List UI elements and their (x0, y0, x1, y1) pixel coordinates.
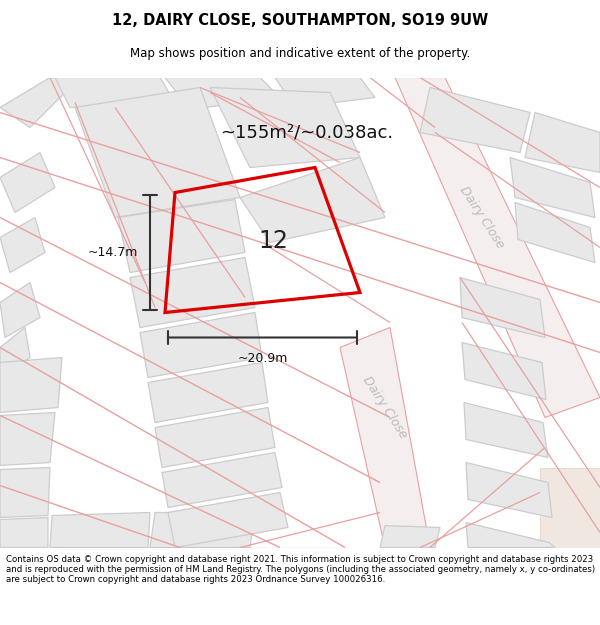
Polygon shape (210, 88, 360, 168)
Polygon shape (0, 78, 80, 128)
Polygon shape (0, 217, 45, 272)
Text: Contains OS data © Crown copyright and database right 2021. This information is : Contains OS data © Crown copyright and d… (6, 554, 595, 584)
Polygon shape (395, 78, 600, 418)
Text: Map shows position and indicative extent of the property.: Map shows position and indicative extent… (130, 48, 470, 61)
Polygon shape (148, 362, 268, 423)
Text: Dairy Close: Dairy Close (360, 374, 410, 441)
Polygon shape (240, 158, 385, 242)
Polygon shape (50, 512, 150, 548)
Polygon shape (55, 78, 175, 108)
Text: Dairy Close: Dairy Close (457, 184, 507, 251)
Polygon shape (275, 78, 375, 108)
Polygon shape (525, 112, 600, 173)
Polygon shape (380, 526, 440, 548)
Polygon shape (168, 492, 288, 548)
Text: 12, DAIRY CLOSE, SOUTHAMPTON, SO19 9UW: 12, DAIRY CLOSE, SOUTHAMPTON, SO19 9UW (112, 12, 488, 28)
Polygon shape (162, 452, 282, 508)
Polygon shape (340, 328, 430, 548)
Text: ~14.7m: ~14.7m (88, 246, 138, 259)
Polygon shape (0, 518, 48, 548)
Polygon shape (466, 522, 555, 548)
Polygon shape (462, 342, 546, 399)
Polygon shape (515, 202, 595, 262)
Polygon shape (150, 512, 255, 548)
Polygon shape (420, 88, 530, 152)
Polygon shape (0, 152, 55, 213)
Polygon shape (0, 412, 55, 466)
Polygon shape (0, 328, 30, 378)
Polygon shape (165, 78, 280, 109)
Polygon shape (0, 357, 62, 412)
Text: 12: 12 (259, 229, 289, 253)
Polygon shape (460, 278, 545, 338)
Text: ~20.9m: ~20.9m (238, 352, 287, 366)
Polygon shape (0, 282, 40, 338)
Polygon shape (466, 462, 552, 518)
Polygon shape (510, 158, 595, 218)
Text: ~155m²/~0.038ac.: ~155m²/~0.038ac. (220, 124, 393, 141)
Polygon shape (0, 468, 50, 518)
Polygon shape (140, 312, 262, 378)
Polygon shape (464, 402, 548, 458)
Polygon shape (118, 199, 245, 272)
Polygon shape (540, 468, 600, 548)
Polygon shape (130, 258, 255, 328)
Polygon shape (155, 408, 275, 468)
Polygon shape (75, 88, 240, 218)
